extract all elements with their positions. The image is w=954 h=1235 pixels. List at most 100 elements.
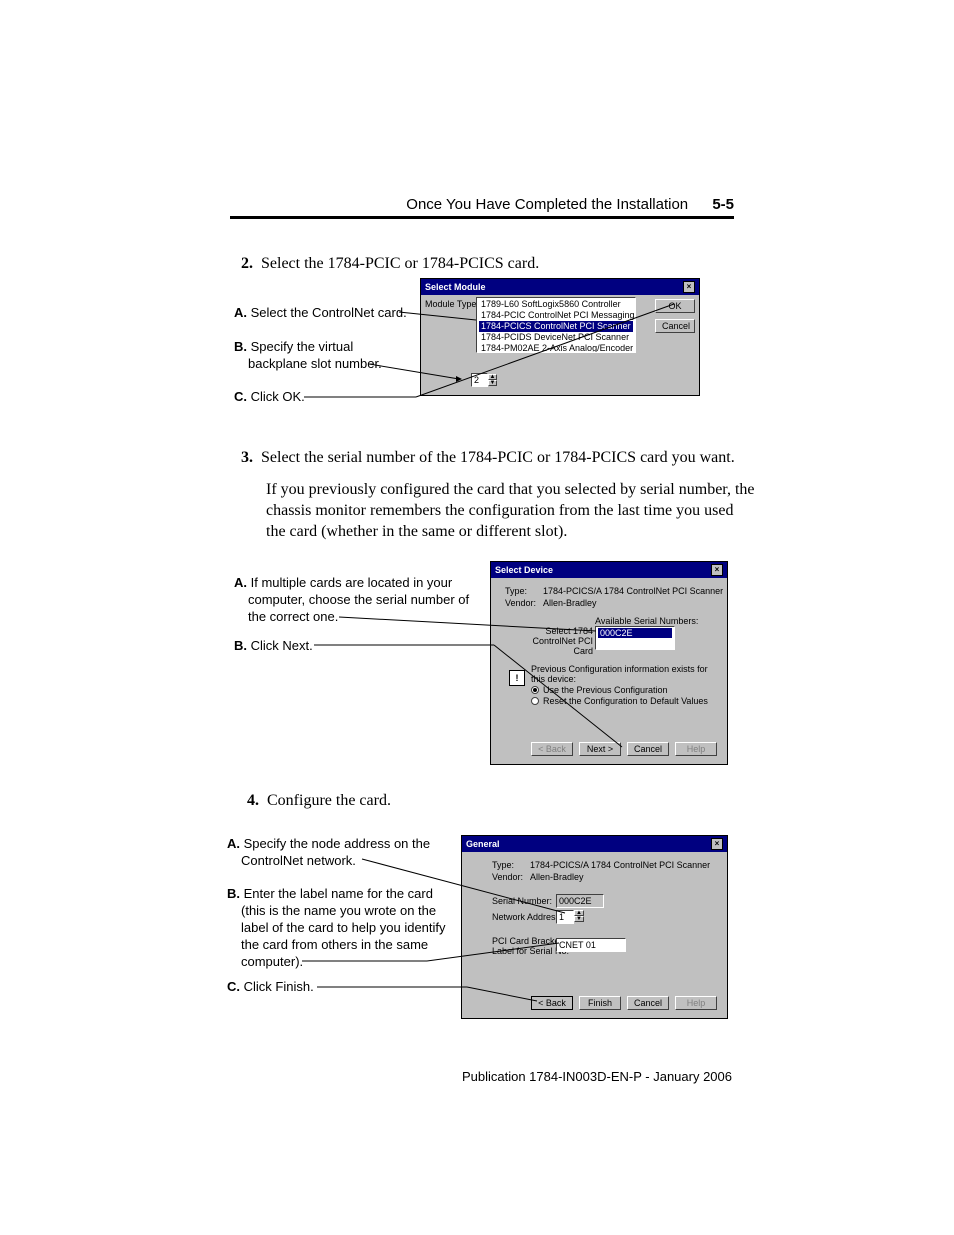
titlebar: General ×	[462, 836, 727, 852]
annotation-sm-a: A. Select the ControlNet card.	[234, 305, 407, 322]
type-value: 1784-PCICS/A 1784 ControlNet PCI Scanner	[530, 860, 710, 870]
ok-button[interactable]: OK	[655, 299, 695, 313]
annotation-text: the card from others in the same	[241, 937, 428, 952]
step-number: 2.	[241, 255, 253, 272]
annotation-text: Click OK.	[251, 389, 305, 404]
select-module-dialog: Select Module × Module Type: 1789-L60 So…	[420, 278, 700, 396]
help-button[interactable]: Help	[675, 996, 717, 1010]
list-item[interactable]: 1789-L60 SoftLogix5860 Controller	[479, 299, 633, 310]
spinner[interactable]: ▲ ▼	[574, 910, 584, 924]
annotation-sd-a: A. If multiple cards are located in your…	[234, 575, 469, 626]
annotation-letter: B.	[227, 886, 240, 901]
serial-label: Serial Number:	[492, 896, 552, 906]
titlebar: Select Module ×	[421, 279, 699, 295]
annotation-gd-b: B. Enter the label name for the card (th…	[227, 886, 446, 970]
annotation-text: If multiple cards are located in your	[251, 575, 453, 590]
bracket-label: PCI Card Bracket	[492, 936, 562, 946]
type-label: Type:	[492, 860, 514, 870]
page-number: 5-5	[712, 196, 734, 213]
dialog-title: General	[466, 839, 500, 849]
annotation-letter: A.	[234, 575, 247, 590]
annotation-sm-b: B. Specify the virtual backplane slot nu…	[234, 339, 382, 373]
step-text: Select the serial number of the 1784-PCI…	[261, 449, 735, 466]
annotation-text: backplane slot number.	[248, 356, 382, 371]
netaddr-value[interactable]: 1	[556, 910, 574, 924]
cancel-button[interactable]: Cancel	[627, 996, 669, 1010]
step-number: 4.	[247, 792, 259, 809]
annotation-sd-b: B. Click Next.	[234, 638, 313, 655]
annotation-text: Specify the node address on the	[244, 836, 430, 851]
prev-config-label: Previous Configuration information exist…	[531, 664, 711, 684]
radio-reset[interactable]: Reset the Configuration to Default Value…	[531, 696, 711, 706]
list-item[interactable]: 1784-PCICS ControlNet PCI Scanner	[479, 321, 633, 332]
vendor-value: Allen-Bradley	[530, 872, 584, 882]
available-label: Available Serial Numbers:	[595, 616, 698, 626]
page-footer: Publication 1784-IN003D-EN-P - January 2…	[462, 1069, 732, 1084]
annotation-text: computer, choose the serial number of	[248, 592, 469, 607]
slot-value[interactable]: 2	[471, 373, 488, 387]
list-item[interactable]: 1784-PM02AE 2-Axis Analog/Encoder Servo	[479, 343, 633, 353]
module-type-label: Module Type:	[425, 299, 479, 309]
footer-buttons: < Back Finish Cancel Help	[531, 996, 717, 1010]
annotation-letter: B.	[234, 339, 247, 354]
spinner[interactable]: ▲▼	[488, 374, 497, 386]
radio-icon	[531, 697, 539, 705]
annotation-text: the correct one.	[248, 609, 338, 624]
header-rule	[230, 216, 734, 219]
close-icon[interactable]: ×	[711, 564, 723, 576]
serial-value: 000C2E	[556, 894, 604, 908]
slot-number-field[interactable]: 2 ▲▼	[471, 373, 497, 387]
serial-value[interactable]: 000C2E	[598, 628, 672, 638]
step-text: Select the 1784-PCIC or 1784-PCICS card.	[261, 255, 539, 272]
netaddr-field[interactable]: 1 ▲ ▼	[556, 910, 584, 924]
annotation-letter: A.	[234, 305, 247, 320]
close-icon[interactable]: ×	[683, 281, 695, 293]
help-button[interactable]: Help	[675, 742, 717, 756]
annotation-gd-c: C. Click Finish.	[227, 979, 314, 996]
list-item[interactable]: 1784-PCIC ControlNet PCI Messaging	[479, 310, 633, 321]
annotation-gd-a: A. Specify the node address on the Contr…	[227, 836, 430, 870]
vendor-value: Allen-Bradley	[543, 598, 597, 608]
list-item[interactable]: 1784-PCIDS DeviceNet PCI Scanner	[479, 332, 633, 343]
titlebar: Select Device ×	[491, 562, 727, 578]
step-text: Configure the card.	[267, 792, 391, 809]
select-card-label: Select 1784 ControlNet PCI Card	[521, 626, 593, 656]
radio-label: Use the Previous Configuration	[543, 685, 668, 695]
select-device-dialog: Select Device × Type: 1784-PCICS/A 1784 …	[490, 561, 728, 765]
general-dialog: General × Type: 1784-PCICS/A 1784 Contro…	[461, 835, 728, 1019]
dialog-title: Select Module	[425, 282, 486, 292]
step-3-body: If you previously configured the card th…	[266, 480, 756, 542]
annotation-text: Specify the virtual	[251, 339, 354, 354]
bracket-label-value[interactable]: CNET 01	[556, 938, 626, 952]
radio-label: Reset the Configuration to Default Value…	[543, 696, 708, 706]
cancel-button[interactable]: Cancel	[627, 742, 669, 756]
annotation-letter: C.	[234, 389, 247, 404]
radio-icon	[531, 686, 539, 694]
type-value: 1784-PCICS/A 1784 ControlNet PCI Scanner	[543, 586, 723, 596]
next-button[interactable]: Next >	[579, 742, 621, 756]
annotation-text: Click Finish.	[244, 979, 314, 994]
radio-use-previous[interactable]: Use the Previous Configuration	[531, 685, 711, 695]
serial-list[interactable]: 000C2E	[595, 626, 675, 650]
step-2: 2. Select the 1784-PCIC or 1784-PCICS car…	[241, 255, 539, 273]
step-4: 4. Configure the card.	[247, 792, 391, 810]
annotation-text: label of the card to help you identify	[241, 920, 446, 935]
close-icon[interactable]: ×	[711, 838, 723, 850]
cancel-button[interactable]: Cancel	[655, 319, 695, 333]
annotation-text: Click Next.	[251, 638, 313, 653]
annotation-text: computer).	[241, 954, 303, 969]
module-type-list[interactable]: 1789-L60 SoftLogix5860 Controller 1784-P…	[476, 297, 636, 353]
annotation-text: Enter the label name for the card	[244, 886, 433, 901]
back-button[interactable]: < Back	[531, 742, 573, 756]
prev-config-group: Previous Configuration information exist…	[531, 664, 711, 707]
finish-button[interactable]: Finish	[579, 996, 621, 1010]
annotation-text: (this is the name you wrote on the	[241, 903, 436, 918]
step-number: 3.	[241, 449, 253, 466]
type-label: Type:	[505, 586, 527, 596]
annotation-text: Select the ControlNet card.	[251, 305, 407, 320]
page-header: Once You Have Completed the Installation…	[0, 196, 954, 213]
back-button[interactable]: < Back	[531, 996, 573, 1010]
annotation-letter: C.	[227, 979, 240, 994]
annotation-letter: B.	[234, 638, 247, 653]
netaddr-label: Network Address:	[492, 912, 563, 922]
